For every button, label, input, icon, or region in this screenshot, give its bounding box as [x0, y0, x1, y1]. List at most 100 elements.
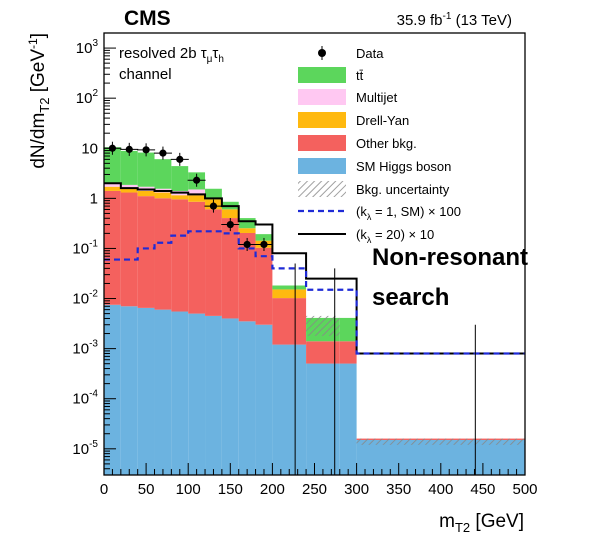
legend-multijet-label: Multijet	[356, 90, 398, 105]
stacked-backgrounds	[104, 147, 525, 475]
x-tick-label-250: 250	[302, 481, 327, 498]
uncertainty-bands	[306, 315, 525, 445]
legend-unc-label: Bkg. uncertainty	[356, 182, 450, 197]
legend-tt-label: tt̄	[356, 68, 364, 83]
stack-bar-drell-yan-2	[137, 190, 155, 197]
uncertainty-band-0	[306, 315, 340, 336]
x-tick-label-450: 450	[470, 481, 495, 498]
stack-bar-tt--1	[120, 150, 138, 185]
y-tick-label-3: 10-2	[72, 289, 98, 308]
stack-bar-other-bkg--6	[205, 209, 222, 316]
stack-bar-drell-yan-5	[188, 195, 206, 202]
data-point-2	[142, 146, 150, 154]
stack-bar-drell-yan-1	[120, 187, 138, 193]
stack-bar-tt--2	[137, 152, 155, 187]
stack-bar-other-bkg--9	[255, 247, 273, 325]
uncertainty-band-1	[356, 438, 525, 445]
stack-bar-other-bkg--11	[306, 341, 340, 364]
stack-bar-sm-higgs-boson-10	[272, 344, 307, 475]
y-axis-title: dN/dmT2 [GeV-1]	[26, 33, 52, 169]
stack-bar-drell-yan-7	[221, 209, 239, 219]
stack-bar-sm-higgs-boson-0	[104, 304, 121, 475]
stack-bar-other-bkg--0	[104, 190, 121, 305]
data-point-3	[159, 149, 167, 157]
data-point-7	[226, 220, 234, 229]
stack-bar-other-bkg--3	[154, 198, 172, 310]
x-tick-label-400: 400	[428, 481, 453, 498]
luminosity-label: 35.9 fb-1 (13 TeV)	[397, 11, 512, 29]
stack-bar-sm-higgs-boson-9	[255, 324, 273, 475]
experiment-label: CMS	[124, 7, 171, 30]
stack-bar-sm-higgs-boson-5	[188, 313, 206, 475]
stack-bar-tt--9	[255, 234, 273, 241]
stack-bar-other-bkg--2	[137, 196, 155, 308]
legend: Data tt̄ Multijet Drell-Yan Other bkg. S…	[298, 46, 461, 245]
x-tick-label-150: 150	[218, 481, 243, 498]
stack-bar-sm-higgs-boson-4	[171, 311, 189, 475]
stack-bar-multijet-0	[104, 183, 121, 187]
legend-multijet-swatch	[298, 89, 346, 105]
stack-bar-tt--6	[205, 188, 222, 200]
signal-sm-line	[104, 230, 525, 355]
non-resonant-label: Non-resonant	[372, 244, 528, 271]
x-tick-label-300: 300	[344, 481, 369, 498]
stack-bar-other-bkg--10	[272, 298, 307, 345]
stack-bar-tt--10	[272, 285, 307, 290]
legend-other-label: Other bkg.	[356, 136, 417, 151]
y-tick-label-7: 102	[76, 88, 99, 107]
stack-bar-sm-higgs-boson-2	[137, 307, 155, 475]
stack-bar-drell-yan-0	[104, 186, 121, 191]
stack-bar-drell-yan-8	[238, 228, 256, 233]
legend-dy-label: Drell-Yan	[356, 113, 409, 128]
x-axis-title: mT2 [GeV]	[439, 511, 524, 535]
stack-bar-tt--4	[171, 166, 189, 191]
x-tick-label-500: 500	[512, 481, 537, 498]
stack-bar-drell-yan-10	[272, 289, 307, 299]
x-tick-label-0: 0	[100, 481, 108, 498]
x-tick-label-350: 350	[386, 481, 411, 498]
data-point-8	[243, 240, 251, 249]
signal-k20-line	[104, 182, 525, 355]
y-tick-label-5: 1	[90, 190, 98, 207]
stack-bar-multijet-1	[120, 184, 138, 188]
y-tick-label-8: 103	[76, 38, 99, 57]
stack-bar-other-bkg--8	[238, 232, 256, 322]
stack-bar-other-bkg--12	[339, 341, 357, 364]
data-point-4	[176, 155, 184, 163]
data-point-1	[125, 145, 133, 153]
legend-dy-swatch	[298, 112, 346, 128]
legend-other-swatch	[298, 135, 346, 151]
y-tick-label-6: 10	[81, 140, 98, 157]
stack-bar-other-bkg--5	[188, 201, 206, 314]
axis-ticks: 0 50 100 150 200 250 300 350 400 450 500 10-5 10-4 10…	[72, 38, 537, 498]
data-point-9	[260, 240, 268, 249]
x-tick-label-100: 100	[176, 481, 201, 498]
stack-bar-sm-higgs-boson-1	[120, 306, 138, 475]
y-tick-label-1: 10-4	[72, 389, 98, 408]
stack-bar-other-bkg--1	[120, 192, 138, 307]
data-points	[103, 141, 476, 475]
stack-bar-tt--8	[238, 218, 256, 229]
channel-annotation-line2: channel	[119, 66, 172, 83]
stack-bar-sm-higgs-boson-11	[306, 363, 340, 475]
legend-tt-swatch	[298, 67, 346, 83]
legend-k20-label: (kλ = 20) × 10	[356, 227, 434, 245]
y-tick-label-0: 10-5	[72, 439, 98, 458]
y-tick-label-4: 10-1	[72, 238, 98, 257]
stack-bar-drell-yan-4	[171, 195, 189, 200]
data-point-6	[209, 202, 218, 210]
legend-data-label: Data	[356, 46, 384, 61]
signal-curves	[104, 182, 525, 355]
stack-bar-tt--3	[154, 159, 172, 189]
stack-bar-multijet-5	[188, 189, 206, 196]
x-tick-label-50: 50	[138, 481, 155, 498]
stack-bar-other-bkg--7	[221, 218, 239, 319]
legend-higgs-swatch	[298, 158, 346, 174]
legend-higgs-label: SM Higgs boson	[356, 159, 451, 174]
stack-bar-other-bkg--4	[171, 199, 189, 312]
stack-bar-drell-yan-3	[154, 192, 172, 199]
legend-unc-swatch	[298, 181, 346, 197]
stack-bar-sm-higgs-boson-8	[238, 321, 256, 475]
y-tick-label-2: 10-3	[72, 339, 98, 358]
